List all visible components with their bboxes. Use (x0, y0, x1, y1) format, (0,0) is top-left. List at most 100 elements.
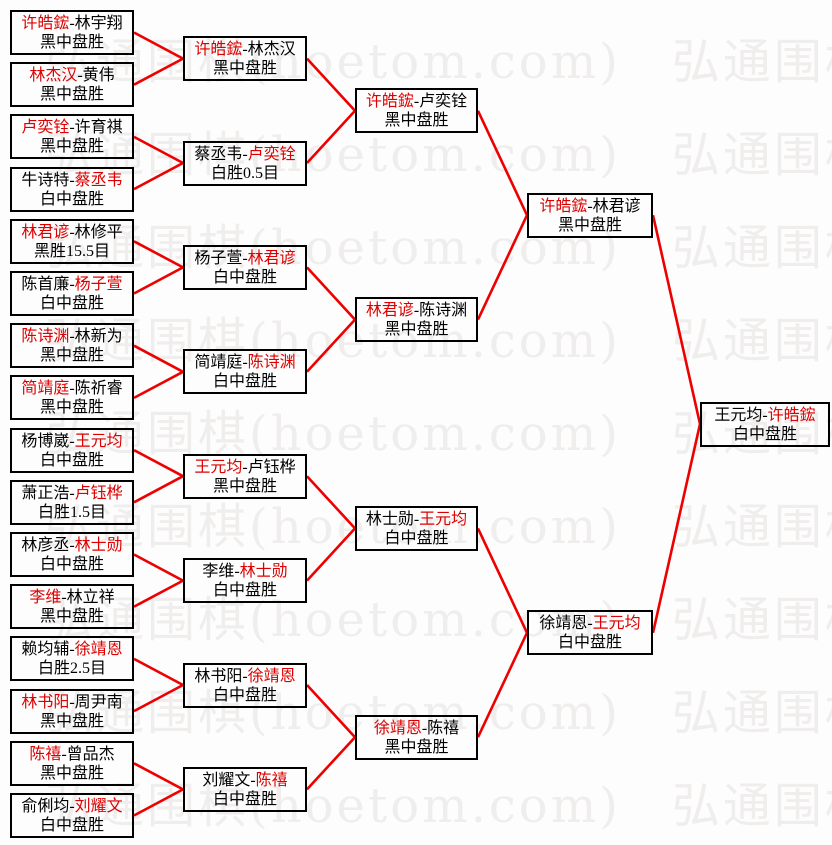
winner-name: 杨子萱 (74, 276, 123, 293)
result-text: 白中盘胜 (732, 425, 797, 443)
winner-name: 刘耀文 (74, 798, 123, 815)
watermark-text: 弘通围棋(hoetom.com) 弘通围棋(hoetom.com) (45, 220, 832, 276)
match-r2-m3: 杨子萱-林君谚 白中盘胜 (183, 244, 307, 290)
result-text: 黑中盘胜 (39, 399, 104, 417)
pairing-line: 简靖庭-陈祈睿 (12, 379, 132, 398)
bracket-connector-line (306, 684, 356, 739)
vs-dash: - (413, 93, 420, 111)
watermark-text: 弘通围棋(hoetom.com) 弘通围棋(hoetom.com) (45, 127, 832, 183)
pairing-line: 李维-林士勋 (185, 562, 305, 581)
player-name: 林新为 (74, 328, 123, 346)
vs-dash: - (69, 223, 75, 241)
winner-name: 王元均 (74, 432, 123, 450)
result-text: 黑中盘胜 (212, 477, 277, 495)
winner-name: 王元均 (419, 510, 468, 528)
pairing-line: 陈诗渊-林新为 (12, 327, 132, 346)
vs-dash: - (61, 589, 67, 607)
player-name: 陈祈睿 (74, 380, 123, 398)
match-r1-m11: 林彦丞-林士勋 白中盘胜 (10, 532, 134, 577)
bracket-connector-line (476, 527, 529, 634)
bracket-connector-line (306, 109, 356, 164)
winner-name: 许皓鋐 (539, 197, 588, 215)
match-r4-m1: 许皓鋐-林君谚 黑中盘胜 (527, 192, 653, 238)
watermark-text: 弘通围棋(hoetom.com) 弘通围棋(hoetom.com) (45, 685, 832, 741)
pairing-line: 蔡丞韦-卢奕铨 (185, 145, 305, 164)
result-text: 黑胜15.5目 (33, 242, 110, 260)
winner-name: 林书阳 (21, 693, 70, 711)
result-text: 白中盘胜 (212, 582, 277, 600)
match-r1-m12: 李维-林立祥 黑中盘胜 (10, 584, 134, 630)
player-name: 曾品杰 (66, 745, 115, 763)
match-r3-m3: 林士勋-王元均 白中盘胜 (355, 505, 478, 551)
vs-dash: - (242, 41, 248, 59)
match-r1-m9: 杨博崴-王元均 白中盘胜 (10, 427, 134, 473)
pairing-line: 陈禧-曾品杰 (12, 745, 132, 764)
watermark-text: 弘通围棋(hoetom.com) 弘通围棋(hoetom.com) (45, 592, 832, 648)
player-name: 蔡丞韦 (194, 145, 243, 163)
vs-dash: - (69, 15, 75, 32)
match-r1-m16: 俞俐均-刘耀文 白中盘胜 (10, 793, 134, 838)
vs-dash: - (413, 510, 420, 528)
match-r2-m8: 刘耀文-陈禧 白中盘胜 (183, 766, 307, 812)
pairing-line: 刘耀文-陈禧 (185, 771, 305, 790)
winner-name: 徐靖恩 (74, 641, 123, 659)
pairing-line: 林书阳-周尹南 (12, 693, 132, 712)
player-name: 林书阳 (194, 667, 243, 685)
winner-name: 简靖庭 (21, 380, 70, 398)
match-r1-m6: 陈首廉-杨子萱 白中盘胜 (10, 271, 134, 316)
player-name: 林杰汉 (247, 41, 296, 59)
player-name: 杨子萱 (194, 249, 243, 267)
pairing-line: 林士勋-王元均 (357, 510, 476, 529)
player-name: 李维 (202, 563, 235, 581)
match-r5-m1: 王元均-许皓鋐 白中盘胜 (700, 401, 830, 447)
pairing-line: 林君谚-林修平 (12, 223, 132, 242)
result-text: 黑中盘胜 (39, 712, 104, 730)
pairing-line: 王元均-许皓鋐 (702, 406, 828, 425)
vs-dash: - (242, 667, 248, 685)
bracket-connector-line (306, 527, 356, 582)
winner-name: 蔡丞韦 (74, 171, 123, 189)
match-r2-m4: 简靖庭-陈诗渊 白中盘胜 (183, 349, 307, 395)
pairing-line: 许皓鋐-林杰汉 (185, 40, 305, 59)
result-text: 黑中盘胜 (39, 764, 104, 782)
player-name: 许育祺 (74, 119, 123, 137)
vs-dash: - (587, 615, 593, 633)
bracket-connector-line (476, 214, 529, 321)
winner-name: 许皓鋐 (21, 15, 70, 32)
winner-name: 林杰汉 (29, 67, 78, 85)
player-name: 林修平 (74, 223, 123, 241)
match-r2-m2: 蔡丞韦-卢奕铨 白胜0.5目 (183, 140, 307, 186)
vs-dash: - (69, 693, 75, 711)
result-text: 黑中盘胜 (39, 86, 104, 104)
player-name: 陈诗渊 (419, 302, 468, 320)
match-r1-m13: 赖均辅-徐靖恩 白胜2.5目 (10, 636, 134, 682)
result-text: 黑中盘胜 (39, 34, 104, 51)
match-r3-m1: 许皓鋐-卢奕铨 黑中盘胜 (355, 88, 478, 134)
pairing-line: 俞俐均-刘耀文 (12, 797, 132, 816)
bracket-connector-line (133, 579, 184, 608)
match-r4-m2: 徐靖恩-王元均 白中盘胜 (527, 610, 653, 656)
player-name: 俞俐均 (21, 798, 70, 815)
result-text: 黑中盘胜 (384, 738, 449, 756)
pairing-line: 徐靖恩-陈禧 (357, 719, 476, 738)
match-r1-m1: 许皓鋐-林宇翔 黑中盘胜 (10, 10, 134, 55)
winner-name: 林君谚 (21, 223, 70, 241)
result-text: 白中盘胜 (39, 190, 104, 208)
vs-dash: - (69, 119, 75, 137)
vs-dash: - (69, 328, 75, 346)
result-text: 白胜0.5目 (210, 164, 279, 182)
bracket-connector-line (133, 31, 184, 60)
bracket-connector-line (133, 57, 184, 86)
vs-dash: - (69, 641, 75, 659)
pairing-line: 王元均-卢钰桦 (185, 458, 305, 477)
match-r1-m14: 林书阳-周尹南 黑中盘胜 (10, 688, 134, 734)
pairing-line: 简靖庭-陈诗渊 (185, 353, 305, 372)
vs-dash: - (242, 249, 248, 267)
player-name: 徐靖恩 (539, 615, 588, 633)
winner-name: 林君谚 (247, 249, 296, 267)
result-text: 白中盘胜 (212, 373, 277, 391)
winner-name: 卢奕铨 (21, 119, 70, 137)
pairing-line: 许皓鋐-林君谚 (529, 197, 651, 216)
winner-name: 林士勋 (74, 537, 123, 554)
match-r2-m7: 林书阳-徐靖恩 白中盘胜 (183, 662, 307, 708)
